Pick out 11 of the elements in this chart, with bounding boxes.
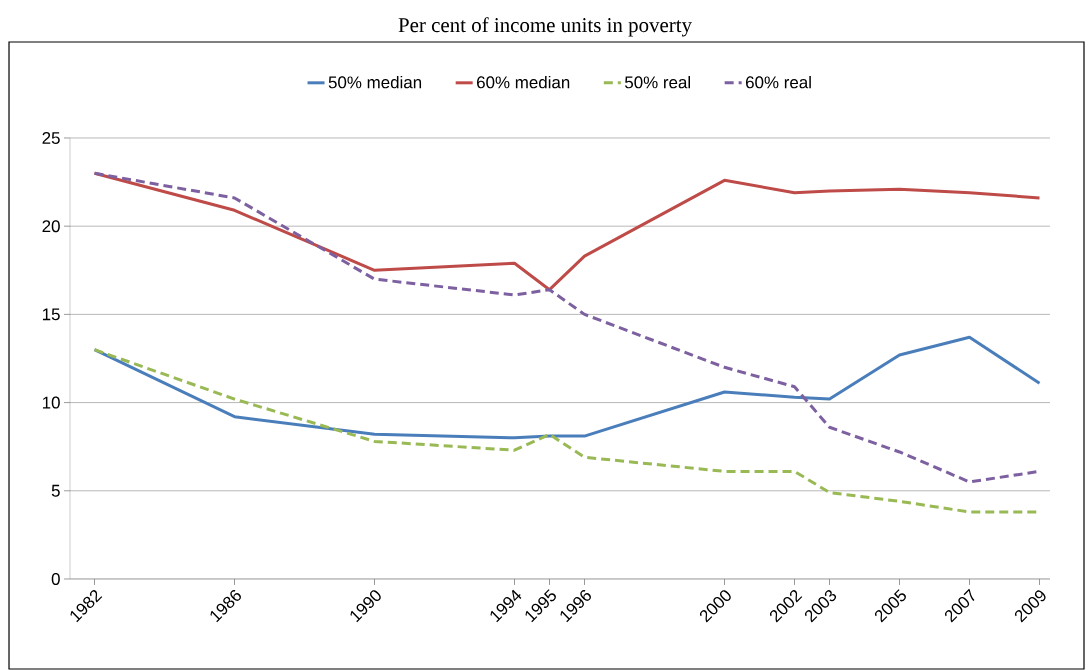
y-tick-label: 20 [42, 220, 60, 233]
y-tick-label: 0 [51, 572, 60, 585]
y-tick-label: 15 [42, 308, 60, 321]
y-tick-label: 5 [51, 484, 60, 497]
y-tick-label: 25 [42, 131, 60, 144]
legend-label: 60% real [746, 75, 811, 89]
legend-label: 50% real [624, 75, 690, 89]
y-tick-label: 10 [42, 396, 60, 409]
chart-title: Per cent of income units in poverty [398, 17, 692, 37]
legend-label: 60% median [477, 75, 570, 89]
legend-label: 50% median [328, 75, 422, 89]
